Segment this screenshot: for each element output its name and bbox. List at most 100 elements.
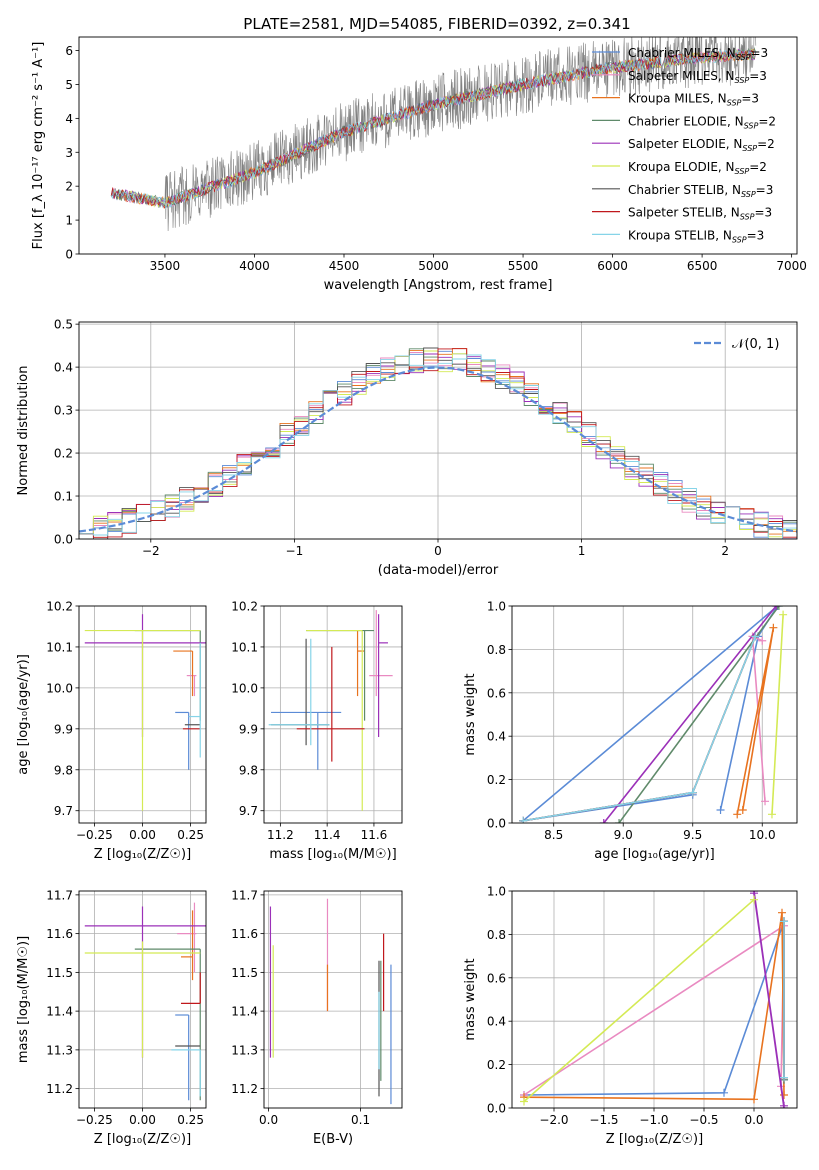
x-tick-label: 4000 [239, 259, 270, 273]
x-tick-label: 9.5 [683, 828, 702, 842]
y-tick-label: 11.7 [46, 888, 73, 902]
y-tick-label: 0.4 [487, 1015, 506, 1029]
x-tick-label: 8.5 [544, 828, 563, 842]
mass-weight-marker [772, 606, 781, 610]
mass-weight-marker [733, 810, 742, 819]
legend-label: Kroupa STELIB, NSSP=3 [628, 228, 764, 244]
mass-weight-marker [774, 606, 783, 610]
age-vs-metallicity-panel: −0.25 0.00 0.25 9.7 9.8 9.9 10.0 10.1 10.2 Z [log… [16, 600, 207, 862]
plot-area [110, 37, 757, 232]
mass-weight-line [520, 606, 779, 823]
mass-weight-line [522, 636, 757, 822]
x-axis-label: E(B-V) [313, 1132, 353, 1147]
y-tick-label: 11.7 [231, 888, 258, 902]
x-tick-label: −1 [286, 544, 304, 558]
mass-weight-marker [716, 805, 725, 814]
legend-label: Chabrier MILES, NSSP=3 [628, 46, 768, 62]
y-tick-label: 11.3 [46, 1043, 73, 1057]
y-tick-label: 10.1 [46, 640, 73, 654]
x-tick-label: −1.0 [639, 1113, 668, 1127]
y-tick-label: 11.2 [231, 1082, 258, 1096]
legend-label: Salpeter MILES, NSSP=3 [628, 69, 767, 85]
mass-weight-vs-metallicity-panel: −2.0 −1.5 −1.0 −0.5 0.0 0.0 0.2 0.4 0.6 0.8 1.0 Z [… [463, 885, 798, 1147]
y-tick-label: 0.8 [487, 643, 506, 657]
y-tick-label: 2 [65, 180, 73, 194]
axes-frame [78, 321, 798, 540]
mass-weight-marker [720, 1088, 728, 1097]
plot-area [268, 610, 393, 811]
y-tick-label: 5 [65, 78, 73, 92]
x-tick-label: 2 [721, 544, 729, 558]
x-tick-label: 1 [578, 544, 586, 558]
y-tick-label: 9.7 [54, 804, 73, 818]
x-axis-label: wavelength [Angstrom, rest frame] [324, 278, 553, 293]
mass-vs-ebv-panel: 0.0 0.1 11.2 11.3 11.4 11.5 11.6 11.7 E(B-V) [231, 888, 403, 1147]
y-tick-label: 9.8 [239, 763, 258, 777]
y-tick-label: 0.4 [487, 730, 506, 744]
legend-label: Chabrier STELIB, NSSP=3 [628, 183, 773, 199]
mass-weight-marker [758, 636, 767, 645]
x-tick-label: 0 [434, 544, 442, 558]
x-tick-label: 5500 [508, 259, 539, 273]
y-axis-label: Flux [f_λ 10⁻¹⁷ erg cm⁻² s⁻¹ A⁻¹] [31, 42, 46, 250]
model-spectrum-line [110, 49, 757, 208]
model-spectrum-line [110, 48, 757, 208]
mass-weight-marker [688, 788, 697, 797]
mass-weight-vs-age-panel: 8.5 9.0 9.5 10.0 0.0 0.2 0.4 0.6 0.8 1.0 age [log₁… [463, 600, 798, 862]
residual-histogram-step [79, 354, 797, 539]
mass-weight-line [753, 891, 785, 1108]
x-axis-label: mass [log₁₀(M/M☉)] [269, 847, 396, 862]
x-tick-label: 4500 [329, 259, 360, 273]
y-tick-label: 0.6 [487, 686, 506, 700]
y-tick-label: 0.0 [54, 533, 73, 547]
x-tick-label: 9.0 [614, 828, 633, 842]
y-tick-label: 11.4 [46, 1005, 73, 1019]
x-tick-label: 0.25 [177, 1113, 204, 1127]
y-axis-label: Normed distribution [16, 366, 31, 496]
model-spectrum-line [110, 49, 757, 209]
y-tick-label: 11.6 [46, 927, 73, 941]
x-tick-label: 11.2 [267, 828, 294, 842]
y-tick-label: 0.1 [54, 490, 73, 504]
x-axis-label: (data-model)/error [378, 563, 499, 578]
y-tick-label: 1.0 [487, 600, 506, 614]
plot-area [84, 614, 206, 811]
mass-weight-marker [599, 819, 608, 823]
mass-weight-marker [779, 610, 788, 619]
y-tick-label: 11.4 [231, 1005, 258, 1019]
x-axis-label: Z [log₁₀(Z/Z☉)] [94, 847, 191, 862]
y-tick-label: 0.5 [54, 318, 73, 332]
mass-weight-marker [780, 917, 788, 926]
mass-weight-marker [780, 1090, 788, 1099]
figure-title: PLATE=2581, MJD=54085, FIBERID=0392, z=0… [243, 15, 630, 33]
y-tick-label: 3 [65, 146, 73, 160]
x-tick-label: 0.00 [129, 828, 156, 842]
y-tick-label: 11.2 [46, 1082, 73, 1096]
spectrum-panel: 3500 4000 4500 5000 5500 6000 6500 7000 0 1 2 3 4 5 6 w… [31, 36, 807, 293]
x-tick-label: 0.25 [177, 828, 204, 842]
x-tick-label: −0.25 [76, 1113, 113, 1127]
legend-label: 𝒩(0, 1) [732, 337, 779, 352]
age-vs-mass-panel: 11.2 11.4 11.6 9.7 9.8 9.9 10.0 10.1 10.2 mass [l… [231, 600, 403, 862]
y-tick-label: 1.0 [487, 885, 506, 899]
mass-weight-marker [751, 632, 760, 641]
y-axis-label: mass [log₁₀(M/M☉)] [16, 936, 31, 1063]
mass-weight-marker [780, 1073, 788, 1082]
plot-area [84, 902, 206, 1101]
y-tick-label: 0.4 [54, 361, 73, 375]
y-tick-label: 0.0 [487, 1102, 506, 1116]
y-tick-label: 10.2 [231, 600, 258, 614]
x-tick-label: 0.0 [744, 1113, 763, 1127]
y-tick-label: 9.9 [54, 722, 73, 736]
x-tick-label: 11.4 [314, 828, 341, 842]
x-axis-label: age [log₁₀(age/yr)] [594, 847, 715, 862]
y-axis-label: mass weight [463, 958, 478, 1040]
axes-frame [78, 890, 207, 1109]
axes-frame [511, 890, 798, 1109]
y-tick-label: 10.0 [231, 681, 258, 695]
y-tick-label: 11.6 [231, 927, 258, 941]
y-tick-label: 10.0 [46, 681, 73, 695]
mass-weight-marker [767, 810, 776, 819]
mass-weight-marker [738, 805, 747, 814]
x-tick-label: −0.25 [76, 828, 113, 842]
